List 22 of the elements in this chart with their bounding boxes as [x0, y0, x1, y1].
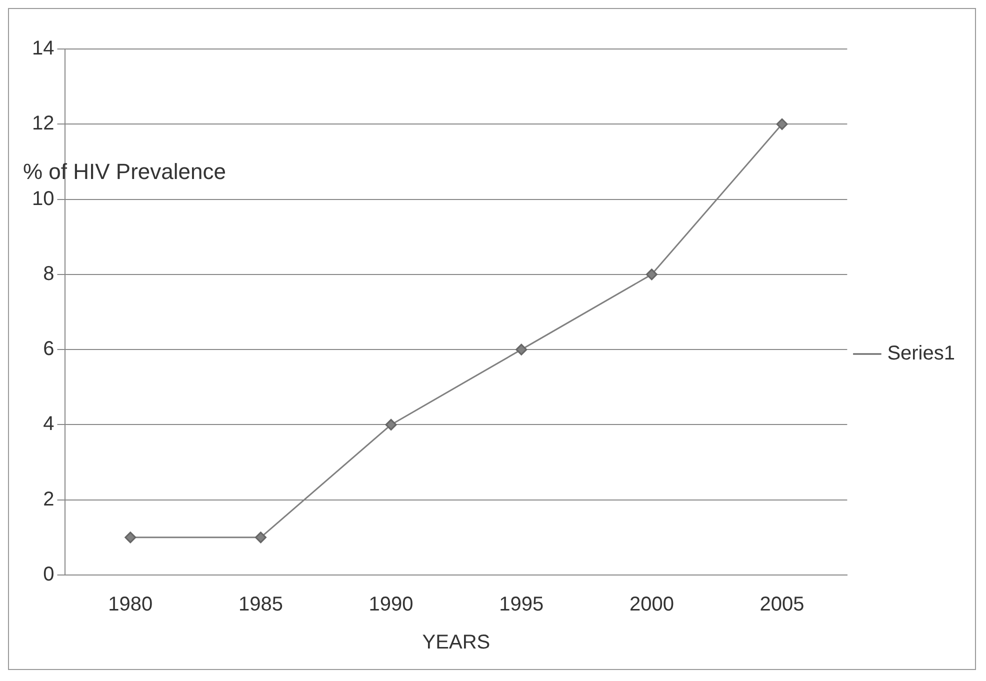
y-tick-label: 8: [43, 262, 54, 285]
point: [124, 532, 136, 544]
y-tick-label: 0: [43, 564, 54, 586]
y-tick-label: 14: [32, 38, 54, 60]
legend-label: Series1: [887, 342, 955, 365]
point: [776, 118, 788, 130]
x-axis-title: YEARS: [422, 632, 490, 654]
point: [254, 532, 266, 544]
y-tick-label: 12: [32, 112, 54, 135]
x-tick-label: 1995: [499, 594, 544, 616]
x-tick-label: 1990: [368, 594, 414, 616]
y-tick-label: 6: [43, 338, 54, 360]
x-tick-label: 1980: [108, 594, 153, 616]
point: [646, 268, 658, 280]
y-tick-label: 2: [43, 488, 54, 510]
point: [385, 418, 397, 430]
y-tick-label: 10: [32, 188, 54, 210]
x-tick-label: 2005: [760, 594, 804, 616]
x-tick-label: 1985: [238, 594, 283, 616]
y-tick-label: 4: [43, 413, 54, 436]
x-tick-label: 2000: [629, 594, 674, 616]
point: [516, 344, 528, 356]
